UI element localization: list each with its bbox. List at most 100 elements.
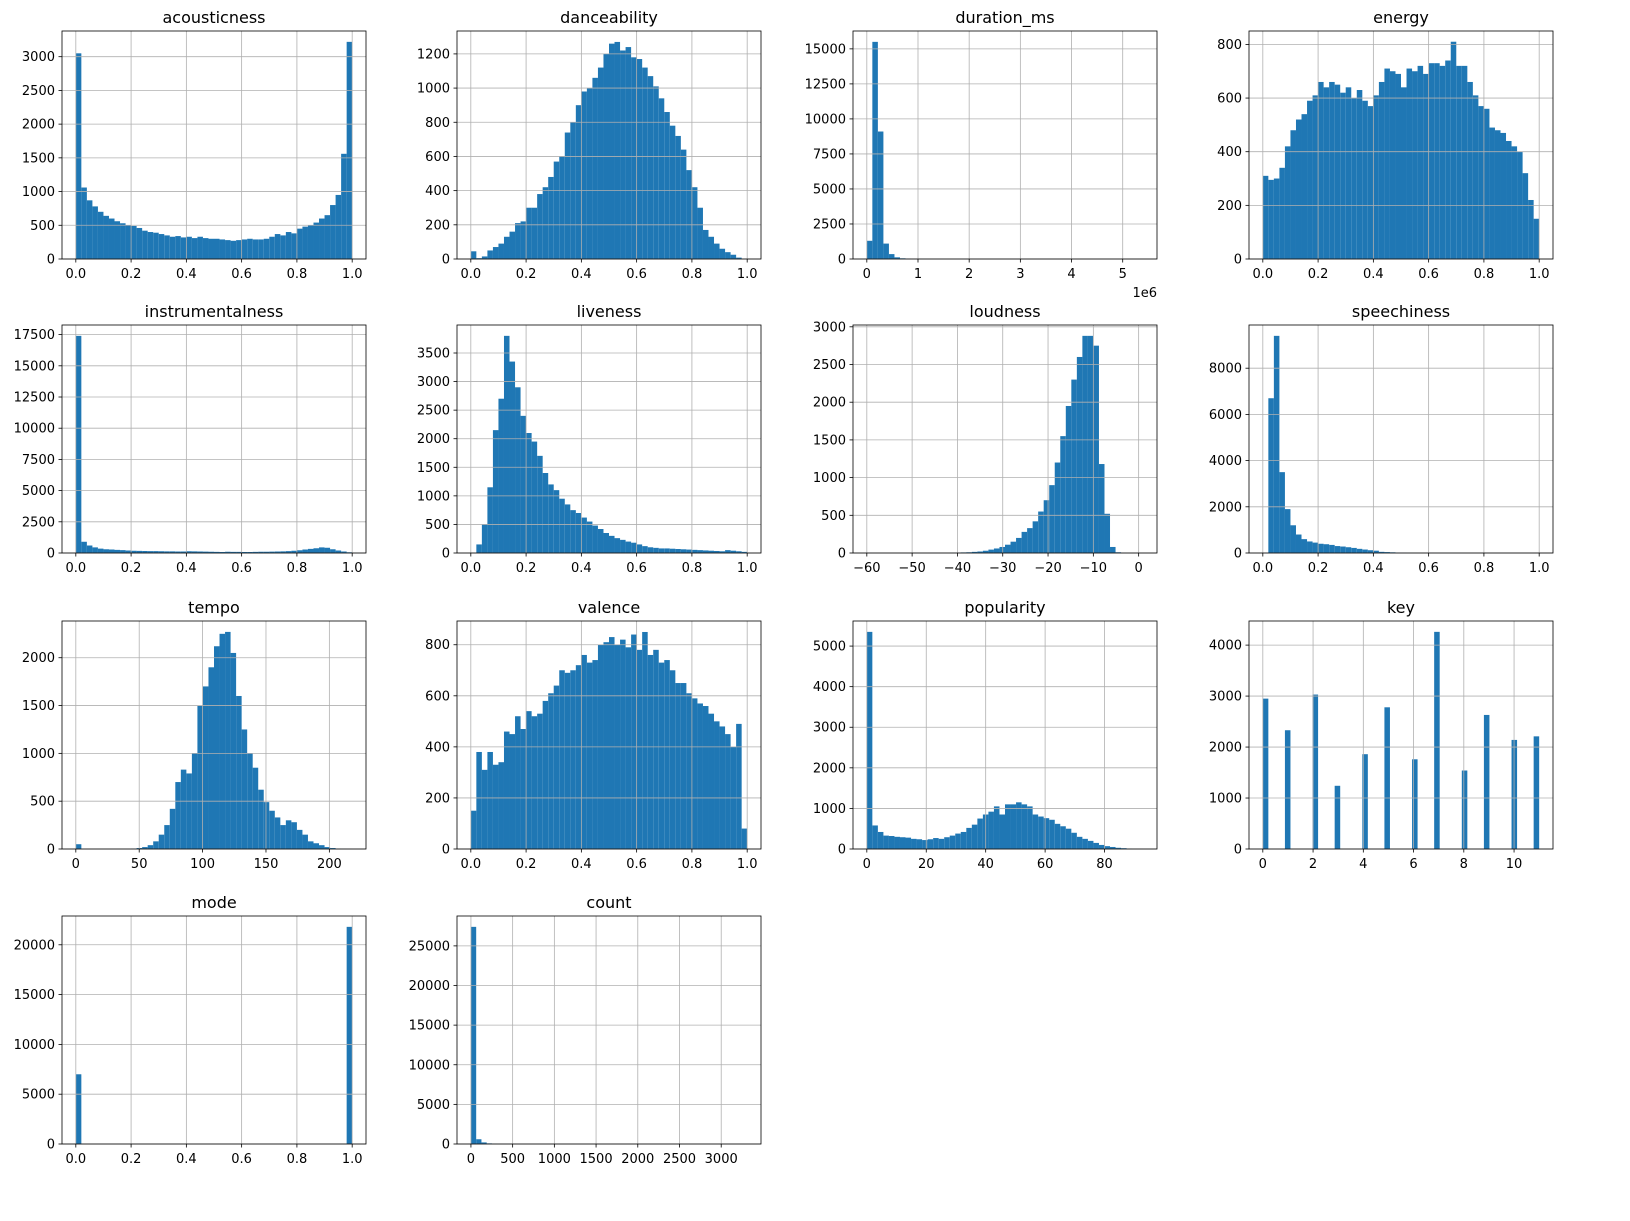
bar xyxy=(988,549,994,553)
bar xyxy=(75,844,82,849)
x-tick-label: 0.4 xyxy=(1363,267,1384,282)
bar xyxy=(1367,550,1374,553)
bar xyxy=(241,552,248,553)
y-tick-label: 0 xyxy=(442,1138,450,1153)
bar xyxy=(697,550,703,553)
x-tick-label: 0 xyxy=(863,267,871,282)
y-tick-label: 3000 xyxy=(22,50,55,65)
bar xyxy=(620,539,626,553)
bar xyxy=(636,544,643,553)
bar xyxy=(202,238,209,259)
bar xyxy=(691,549,698,553)
bar xyxy=(1445,60,1451,259)
axes-frame xyxy=(852,620,1158,850)
bar xyxy=(1273,335,1280,553)
bar xyxy=(263,551,270,553)
y-tick-label: 7500 xyxy=(22,453,55,468)
bar xyxy=(269,551,275,553)
bar xyxy=(1295,534,1302,553)
y-tick-label: 2500 xyxy=(22,84,55,99)
axes-frame xyxy=(61,324,367,554)
bar xyxy=(631,542,637,553)
bar xyxy=(686,170,692,259)
x-tick-label: 0.2 xyxy=(1308,561,1329,576)
y-tick-label: 0 xyxy=(1234,253,1242,268)
x-tick-label: 500 xyxy=(500,1152,525,1167)
bar xyxy=(158,234,165,259)
bar xyxy=(1082,335,1088,553)
bar xyxy=(642,546,648,553)
x-tick-label: 0.8 xyxy=(287,267,308,282)
bar xyxy=(949,835,956,849)
bar xyxy=(236,240,242,259)
bar xyxy=(1412,71,1418,259)
bar xyxy=(1054,823,1061,849)
bar xyxy=(548,176,554,259)
x-tick-label: 0.8 xyxy=(682,267,703,282)
bar xyxy=(631,634,637,849)
bar xyxy=(509,361,516,553)
y-tick-label: 2000 xyxy=(417,432,450,447)
bar xyxy=(736,723,742,849)
bar xyxy=(1065,828,1072,849)
x-tick-label: −60 xyxy=(853,561,880,576)
bar xyxy=(697,207,703,259)
bar xyxy=(313,843,320,849)
bar xyxy=(476,1139,482,1144)
bar xyxy=(1318,81,1324,259)
y-tick-label: 3000 xyxy=(813,320,846,335)
axes-frame xyxy=(456,620,762,850)
bar xyxy=(1005,804,1011,849)
axes-frame xyxy=(456,324,762,554)
bar xyxy=(725,550,731,553)
bar xyxy=(680,683,687,849)
axes-frame xyxy=(61,620,367,850)
y-tick-label: 12500 xyxy=(805,77,846,92)
bar xyxy=(498,762,504,849)
axes-frame xyxy=(852,30,1158,260)
y-tick-label: 800 xyxy=(425,116,450,131)
bar xyxy=(520,729,527,849)
bar xyxy=(191,551,198,553)
y-tick-label: 2500 xyxy=(813,217,846,232)
bar xyxy=(1060,436,1066,553)
y-tick-label: 1500 xyxy=(22,151,55,166)
y-tick-label: 500 xyxy=(30,219,55,234)
bar xyxy=(1279,472,1285,553)
x-tick-label: 0.4 xyxy=(176,267,197,282)
bar xyxy=(147,551,154,553)
x-tick-label: 1.0 xyxy=(342,1152,363,1167)
x-tick-label: 0.6 xyxy=(626,267,647,282)
y-tick-label: 7500 xyxy=(813,147,846,162)
bar xyxy=(291,822,297,849)
bar xyxy=(542,187,549,259)
y-tick-label: 800 xyxy=(425,638,450,653)
chart-title: key xyxy=(1387,598,1415,617)
bar xyxy=(103,549,109,553)
bar xyxy=(603,533,609,553)
bar xyxy=(559,156,565,259)
bar xyxy=(1021,531,1028,553)
bar xyxy=(581,91,587,259)
bar xyxy=(888,254,895,259)
bar xyxy=(481,769,488,849)
bar xyxy=(1021,804,1028,849)
bar xyxy=(470,926,477,1144)
axes-frame xyxy=(61,30,367,260)
y-tick-label: 1000 xyxy=(813,802,846,817)
y-tick-label: 1000 xyxy=(417,82,450,97)
y-tick-label: 2500 xyxy=(813,358,846,373)
bar xyxy=(1417,65,1424,259)
bar xyxy=(164,825,170,849)
bar xyxy=(1071,379,1077,553)
bar xyxy=(531,207,538,259)
bar xyxy=(575,105,582,259)
bar xyxy=(1500,132,1507,259)
y-tick-label: 0 xyxy=(838,253,846,268)
x-tick-label: 60 xyxy=(1037,857,1054,872)
bar xyxy=(631,57,637,260)
bar xyxy=(1076,836,1083,849)
bar xyxy=(1323,87,1330,260)
bar xyxy=(609,535,615,553)
bar xyxy=(1262,698,1269,849)
